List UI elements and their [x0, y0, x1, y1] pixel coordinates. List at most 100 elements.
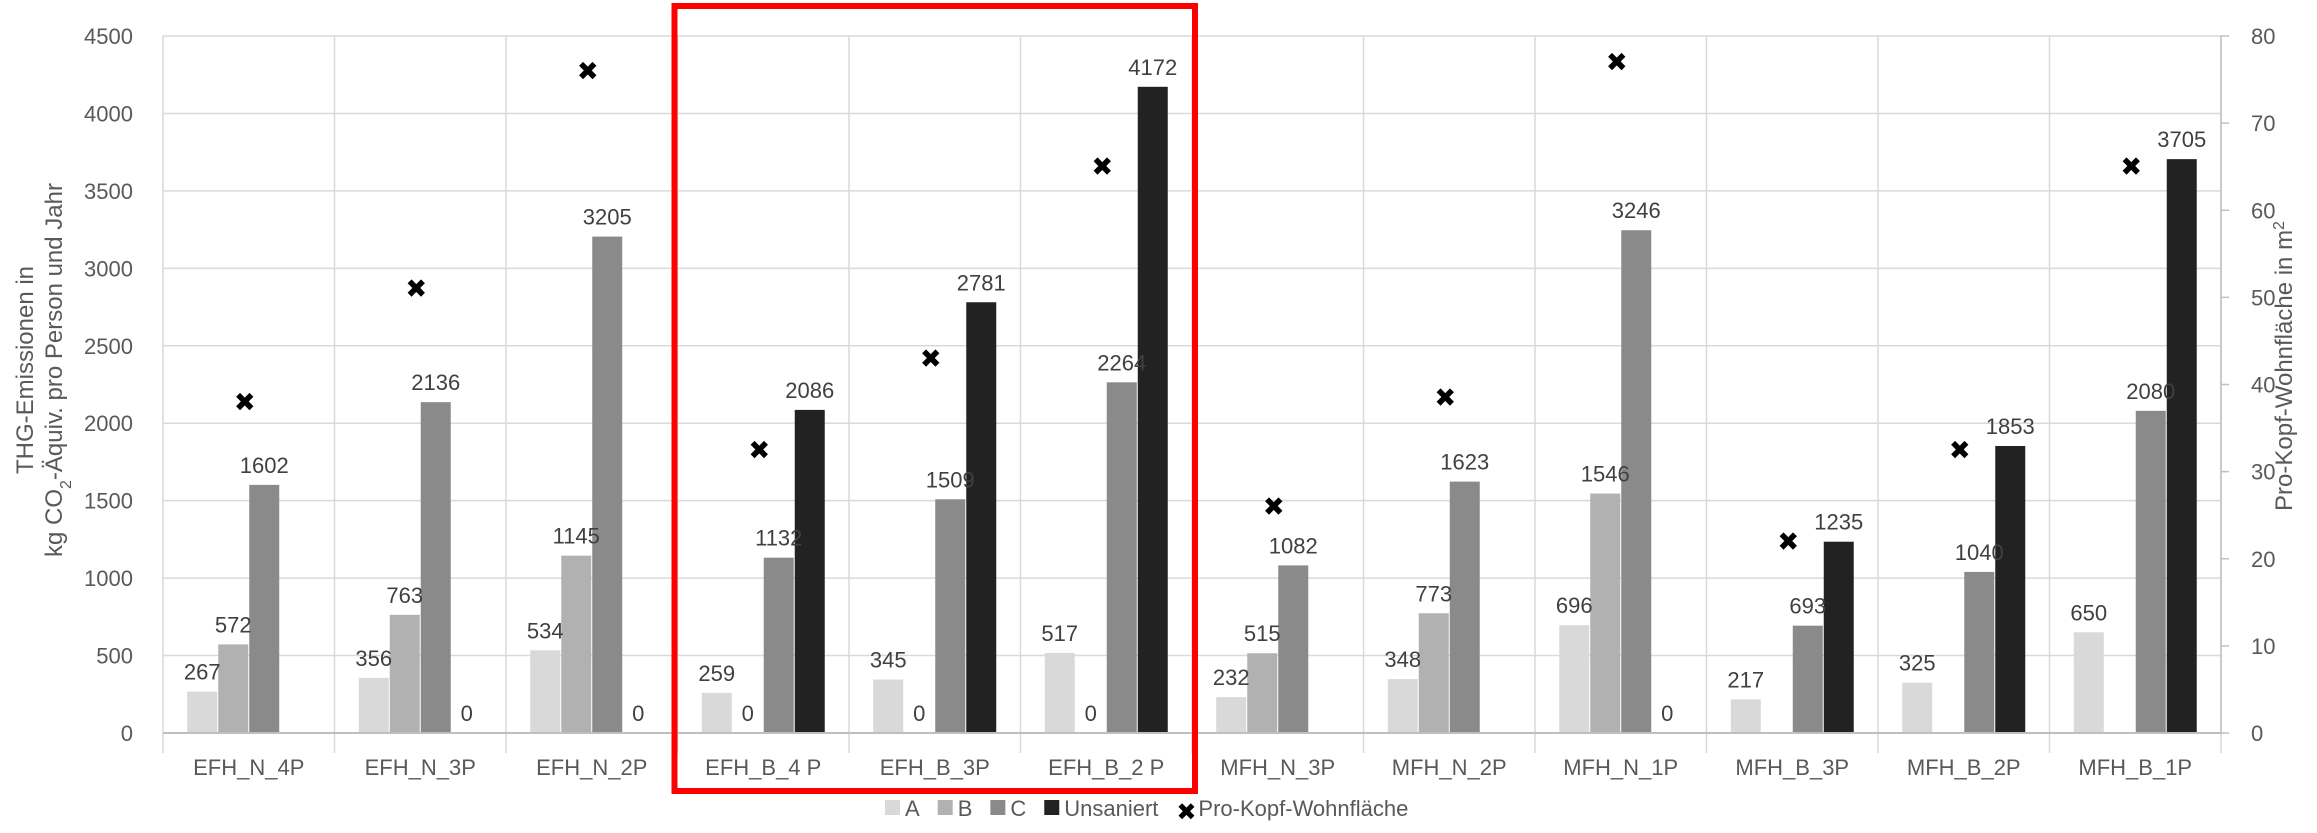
bar-a: [358, 677, 389, 733]
legend-label: C: [1010, 796, 1026, 821]
x-tick-label: EFH_B_2 P: [1048, 755, 1164, 780]
legend: A B C Unsaniert ✖ Pro-Kopf-Wohnfläche: [885, 796, 1408, 826]
data-label: 3705: [2157, 127, 2206, 152]
bar-c: [763, 557, 794, 733]
scatter-marker: ✖: [577, 56, 599, 86]
legend-swatch-c: [990, 800, 1006, 815]
y-tick-label: 3500: [84, 179, 133, 204]
bar-unsaniert: [2166, 159, 2197, 734]
scatter-marker: ✖: [1263, 491, 1285, 521]
y-tick-label: 2500: [84, 334, 133, 359]
legend-marker: ✖: [1176, 799, 1196, 826]
legend-label: B: [958, 796, 973, 821]
data-label: 572: [215, 612, 252, 637]
bar-a: [187, 691, 218, 733]
y2-tick-label: 20: [2251, 547, 2275, 572]
bar-a: [1730, 699, 1761, 733]
bar-c: [1449, 481, 1480, 733]
data-label: 1082: [1269, 533, 1318, 558]
x-tick-label: MFH_B_1P: [2078, 755, 2192, 780]
bar-a: [1559, 625, 1590, 733]
bar-a: [1902, 682, 1933, 733]
legend-label: Pro-Kopf-Wohnfläche: [1198, 796, 1408, 821]
bar-a: [2073, 632, 2104, 733]
data-label: 3205: [583, 205, 632, 230]
legend-label: A: [905, 796, 920, 821]
bar-c: [1106, 382, 1137, 733]
bar-unsaniert: [1995, 445, 2026, 733]
scatter-marker: ✖: [1606, 47, 1628, 77]
bar-a: [1044, 652, 1075, 733]
y-tick-label: 1500: [84, 489, 133, 514]
scatter-marker: ✖: [748, 435, 770, 465]
y2-axis-title-text: Pro-Kopf-Wohnfläche in m: [2271, 230, 2298, 511]
x-tick-label: EFH_N_2P: [536, 755, 647, 780]
data-label: 0: [913, 701, 925, 726]
y-axis-title-line2-sub: 2: [58, 480, 75, 489]
y2-tick-label: 0: [2251, 721, 2263, 746]
bar-a: [701, 692, 732, 733]
data-label: 0: [632, 701, 644, 726]
data-label: 267: [184, 660, 221, 685]
y-tick-label: 0: [121, 721, 133, 746]
data-label: 1623: [1440, 450, 1489, 475]
x-tick-label: EFH_B_3P: [880, 755, 990, 780]
bar-b: [561, 555, 592, 733]
data-label: 2080: [2126, 379, 2175, 404]
data-label: 3246: [1612, 198, 1661, 223]
bar-a: [1387, 679, 1418, 733]
y-axis-title-line2-pre: kg CO: [41, 489, 68, 557]
data-label: 0: [1661, 701, 1673, 726]
legend-swatch-a: [885, 800, 900, 815]
data-label: 773: [1415, 581, 1452, 606]
data-label: 0: [461, 701, 473, 726]
bars: [187, 86, 2197, 734]
data-label: 1145: [553, 524, 600, 549]
y2-tick-label: 80: [2251, 24, 2275, 49]
bar-b: [1590, 493, 1621, 733]
bar-c: [249, 484, 280, 733]
scatter-marker: ✖: [2120, 152, 2142, 182]
data-label: 217: [1727, 667, 1764, 692]
data-label: 1132: [755, 526, 802, 551]
y-axis-title-line2-post: -Äquiv. pro Person und Jahr: [41, 183, 68, 480]
data-label: 1235: [1814, 510, 1863, 535]
axes: 0500100015002000250030003500400045000102…: [84, 24, 2275, 780]
x-tick-label: EFH_N_3P: [365, 755, 476, 780]
bar-c: [420, 402, 451, 733]
legend-label: Unsaniert: [1064, 796, 1158, 821]
bar-b: [389, 614, 420, 733]
data-label: 517: [1041, 621, 1078, 646]
data-label: 2781: [957, 270, 1006, 295]
scatter-marker: ✖: [1949, 435, 1971, 465]
bar-c: [2135, 410, 2166, 733]
data-label: 4172: [1128, 55, 1177, 80]
data-label: 696: [1556, 593, 1593, 618]
bar-c: [592, 236, 623, 733]
y2-tick-label: 40: [2251, 373, 2275, 398]
bar-c: [935, 499, 966, 733]
x-tick-label: EFH_N_4P: [193, 755, 304, 780]
y-tick-label: 2000: [84, 411, 133, 436]
x-tick-label: MFH_N_3P: [1220, 755, 1335, 780]
bar-unsaniert: [1823, 541, 1854, 733]
data-label: 232: [1213, 665, 1250, 690]
highlight-box: [671, 3, 1198, 794]
y-tick-label: 1000: [84, 566, 133, 591]
data-label: 1853: [1986, 414, 2035, 439]
legend-swatch-b: [937, 800, 953, 815]
x-tick-label: MFH_N_2P: [1392, 755, 1507, 780]
data-label: 259: [698, 661, 735, 686]
y2-tick-label: 10: [2251, 634, 2275, 659]
scatter-marker: ✖: [920, 343, 942, 373]
bar-a: [530, 650, 561, 733]
data-label: 1546: [1581, 462, 1630, 487]
data-labels: 267 572 1602 356 763 2136 0 534 1145 3205 0 259 0 113…: [184, 55, 2206, 726]
y-axis-title-line2: kg CO2-Äquiv. pro Person und Jahr: [41, 183, 75, 557]
bar-c: [1792, 625, 1823, 733]
scatter-markers: ✖ ✖ ✖ ✖ ✖ ✖ ✖ ✖ ✖ ✖ ✖ ✖: [234, 47, 2142, 556]
data-label: 1509: [926, 467, 975, 492]
x-tick-label: MFH_N_1P: [1563, 755, 1678, 780]
data-label: 345: [870, 648, 907, 673]
